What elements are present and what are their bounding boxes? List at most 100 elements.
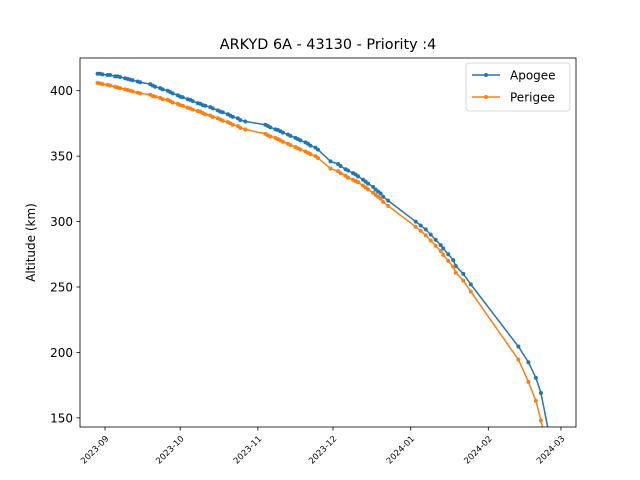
perigee-point xyxy=(461,278,466,283)
perigee-point xyxy=(118,86,123,91)
perigee-point xyxy=(220,118,225,123)
apogee-point xyxy=(356,174,361,179)
perigee-point xyxy=(160,97,165,102)
perigee-point xyxy=(190,107,195,112)
perigee-point xyxy=(356,180,361,185)
legend-label-perigee: Perigee xyxy=(510,91,555,105)
perigee-point xyxy=(468,289,473,294)
apogee-point xyxy=(238,118,243,123)
apogee-point xyxy=(428,232,433,237)
apogee-point xyxy=(446,252,451,257)
apogee-point xyxy=(160,87,165,92)
perigee-point xyxy=(268,134,273,139)
y-tick-label: 300 xyxy=(50,215,73,229)
legend: Apogee Perigee xyxy=(465,62,571,112)
y-axis: 150 200 250 300 350 400 xyxy=(50,84,80,425)
perigee-point xyxy=(328,166,333,171)
apogee-point xyxy=(371,184,376,189)
apogee-point xyxy=(280,130,285,135)
apogee-point xyxy=(170,91,175,96)
perigee-point xyxy=(108,83,113,88)
legend-marker-perigee xyxy=(484,95,488,99)
perigee-point xyxy=(366,187,371,192)
apogee-point xyxy=(210,106,215,111)
y-axis-label: Altitude (km) xyxy=(24,203,38,282)
apogee-point xyxy=(138,80,143,85)
apogee-point xyxy=(243,119,248,124)
perigee-point xyxy=(346,175,351,180)
apogee-point xyxy=(461,271,466,276)
apogee-point xyxy=(130,78,135,83)
perigee-point xyxy=(210,114,215,119)
perigee-point xyxy=(428,238,433,243)
apogee-point xyxy=(423,227,428,232)
apogee-point xyxy=(203,103,208,108)
apogee-point xyxy=(298,138,303,143)
apogee-point xyxy=(438,243,443,248)
perigee-point xyxy=(441,252,446,257)
perigee-point xyxy=(315,156,320,161)
y-tick-label: 150 xyxy=(50,411,73,425)
apogee-point xyxy=(315,147,320,152)
apogee-point xyxy=(386,198,391,203)
perigee-point xyxy=(516,357,521,362)
y-tick-label: 350 xyxy=(50,150,73,164)
perigee-point xyxy=(446,258,451,263)
perigee-point xyxy=(130,89,135,94)
perigee-point xyxy=(338,171,343,176)
apogee-point xyxy=(433,237,438,242)
apogee-point xyxy=(533,375,538,380)
apogee-point xyxy=(451,258,456,263)
apogee-point xyxy=(413,219,418,224)
perigee-point xyxy=(451,264,456,269)
apogee-point xyxy=(526,360,531,365)
perigee-point xyxy=(230,122,235,127)
perigee-point xyxy=(180,103,185,108)
perigee-point xyxy=(170,100,175,105)
perigee-point xyxy=(280,139,285,144)
apogee-point xyxy=(100,72,105,77)
legend-label-apogee: Apogee xyxy=(510,69,556,83)
perigee-point xyxy=(538,418,543,423)
y-tick-label: 250 xyxy=(50,280,73,294)
apogee-point xyxy=(468,282,473,287)
y-tick-label: 400 xyxy=(50,84,73,98)
legend-marker-apogee xyxy=(484,73,488,77)
apogee-point xyxy=(230,114,235,119)
apogee-point xyxy=(516,344,521,349)
apogee-point xyxy=(441,246,446,251)
apogee-point xyxy=(190,99,195,104)
perigee-point xyxy=(413,224,418,229)
series-layer xyxy=(95,71,549,427)
apogee-point xyxy=(220,110,225,115)
perigee-point xyxy=(418,228,423,233)
apogee-point xyxy=(268,125,273,130)
apogee-point xyxy=(338,163,343,168)
perigee-point xyxy=(453,270,458,275)
apogee-point xyxy=(378,191,383,196)
apogee-point xyxy=(346,168,351,173)
perigee-point xyxy=(533,398,538,403)
perigee-point xyxy=(153,94,158,99)
perigee-point xyxy=(386,203,391,208)
perigee-point xyxy=(526,379,531,384)
apogee-point xyxy=(418,223,423,228)
chart-title: ARKYD 6A - 43130 - Priority :4 xyxy=(220,37,436,53)
apogee-point xyxy=(180,95,185,100)
perigee-point xyxy=(423,233,428,238)
perigee-point xyxy=(378,196,383,201)
perigee-point xyxy=(138,91,143,96)
perigee-point xyxy=(308,152,313,157)
apogee-point xyxy=(538,390,543,395)
perigee-point xyxy=(100,82,105,87)
perigee-point xyxy=(438,249,443,254)
perigee-point xyxy=(433,243,438,248)
apogee-point xyxy=(118,74,123,79)
apogee-point xyxy=(153,84,158,89)
apogee-point xyxy=(288,133,293,138)
apogee-point xyxy=(308,143,313,148)
perigee-point xyxy=(381,199,386,204)
perigee-point xyxy=(288,143,293,148)
perigee-point xyxy=(298,147,303,152)
